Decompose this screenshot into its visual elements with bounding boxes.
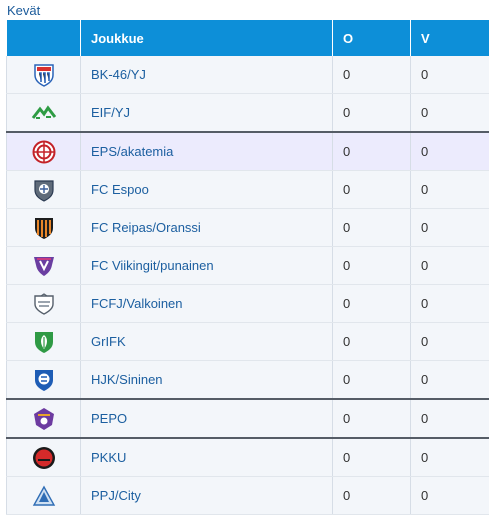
logo-cell bbox=[7, 56, 81, 94]
eps-crest-icon[interactable] bbox=[32, 140, 56, 164]
v-value: 0 bbox=[411, 285, 489, 323]
o-value: 0 bbox=[333, 132, 411, 171]
v-value: 0 bbox=[411, 56, 489, 94]
team-link[interactable]: HJK/Sininen bbox=[91, 372, 163, 387]
v-value: 0 bbox=[411, 438, 489, 477]
logo-cell bbox=[7, 477, 81, 515]
table-row: FC Espoo 0 0 bbox=[7, 171, 489, 209]
bk46-crest-icon[interactable] bbox=[33, 63, 55, 87]
pkku-crest-icon[interactable] bbox=[32, 446, 56, 470]
table-row: PPJ/City 0 0 bbox=[7, 477, 489, 515]
eif-crest-icon[interactable] bbox=[31, 105, 57, 121]
table-row: FCFJ/Valkoinen 0 0 bbox=[7, 285, 489, 323]
ppj-crest-icon[interactable] bbox=[32, 485, 56, 507]
o-value: 0 bbox=[333, 56, 411, 94]
v-value: 0 bbox=[411, 171, 489, 209]
table-row: HJK/Sininen 0 0 bbox=[7, 361, 489, 400]
team-link[interactable]: PPJ/City bbox=[91, 488, 141, 503]
logo-cell bbox=[7, 209, 81, 247]
team-link[interactable]: EPS/akatemia bbox=[91, 144, 173, 159]
v-value: 0 bbox=[411, 323, 489, 361]
o-value: 0 bbox=[333, 438, 411, 477]
logo-cell bbox=[7, 399, 81, 438]
o-value: 0 bbox=[333, 94, 411, 133]
fc-viikingit-crest-icon[interactable] bbox=[32, 255, 56, 277]
o-value: 0 bbox=[333, 399, 411, 438]
logo-cell bbox=[7, 361, 81, 400]
table-row: GrIFK 0 0 bbox=[7, 323, 489, 361]
o-value: 0 bbox=[333, 285, 411, 323]
team-link[interactable]: EIF/YJ bbox=[91, 105, 130, 120]
v-value: 0 bbox=[411, 477, 489, 515]
team-link[interactable]: PKKU bbox=[91, 450, 126, 465]
o-value: 0 bbox=[333, 209, 411, 247]
team-link[interactable]: BK-46/YJ bbox=[91, 67, 146, 82]
v-value: 0 bbox=[411, 361, 489, 400]
header-o[interactable]: O bbox=[333, 20, 411, 56]
grifk-crest-icon[interactable] bbox=[33, 330, 55, 354]
team-link[interactable]: PEPO bbox=[91, 411, 127, 426]
v-value: 0 bbox=[411, 247, 489, 285]
logo-cell bbox=[7, 132, 81, 171]
header-v[interactable]: V bbox=[411, 20, 489, 56]
header-logo bbox=[7, 20, 81, 56]
team-link[interactable]: GrIFK bbox=[91, 334, 126, 349]
standings-table: Joukkue O V BK-46/YJ 0 0 EIF/YJ 0 0 EPS/… bbox=[6, 20, 489, 515]
fcfj-crest-icon[interactable] bbox=[32, 293, 56, 315]
o-value: 0 bbox=[333, 247, 411, 285]
o-value: 0 bbox=[333, 171, 411, 209]
o-value: 0 bbox=[333, 477, 411, 515]
fc-reipas-crest-icon[interactable] bbox=[33, 216, 55, 240]
logo-cell bbox=[7, 438, 81, 477]
table-row: FC Reipas/Oranssi 0 0 bbox=[7, 209, 489, 247]
table-row: FC Viikingit/punainen 0 0 bbox=[7, 247, 489, 285]
table-row: EIF/YJ 0 0 bbox=[7, 94, 489, 133]
table-row: BK-46/YJ 0 0 bbox=[7, 56, 489, 94]
team-link[interactable]: FC Viikingit/punainen bbox=[91, 258, 214, 273]
o-value: 0 bbox=[333, 361, 411, 400]
v-value: 0 bbox=[411, 399, 489, 438]
table-row: PEPO 0 0 bbox=[7, 399, 489, 438]
logo-cell bbox=[7, 285, 81, 323]
v-value: 0 bbox=[411, 209, 489, 247]
team-link[interactable]: FCFJ/Valkoinen bbox=[91, 296, 183, 311]
header-row: Joukkue O V bbox=[7, 20, 489, 56]
logo-cell bbox=[7, 247, 81, 285]
team-link[interactable]: FC Reipas/Oranssi bbox=[91, 220, 201, 235]
team-link[interactable]: FC Espoo bbox=[91, 182, 149, 197]
fc-espoo-crest-icon[interactable] bbox=[33, 178, 55, 202]
logo-cell bbox=[7, 94, 81, 133]
header-team[interactable]: Joukkue bbox=[81, 20, 333, 56]
v-value: 0 bbox=[411, 94, 489, 133]
table-caption: Kevät bbox=[7, 3, 40, 19]
table-row-highlighted: EPS/akatemia 0 0 bbox=[7, 132, 489, 171]
logo-cell bbox=[7, 171, 81, 209]
pepo-crest-icon[interactable] bbox=[33, 407, 55, 431]
table-row: PKKU 0 0 bbox=[7, 438, 489, 477]
logo-cell bbox=[7, 323, 81, 361]
v-value: 0 bbox=[411, 132, 489, 171]
hjk-crest-icon[interactable] bbox=[33, 368, 55, 392]
o-value: 0 bbox=[333, 323, 411, 361]
